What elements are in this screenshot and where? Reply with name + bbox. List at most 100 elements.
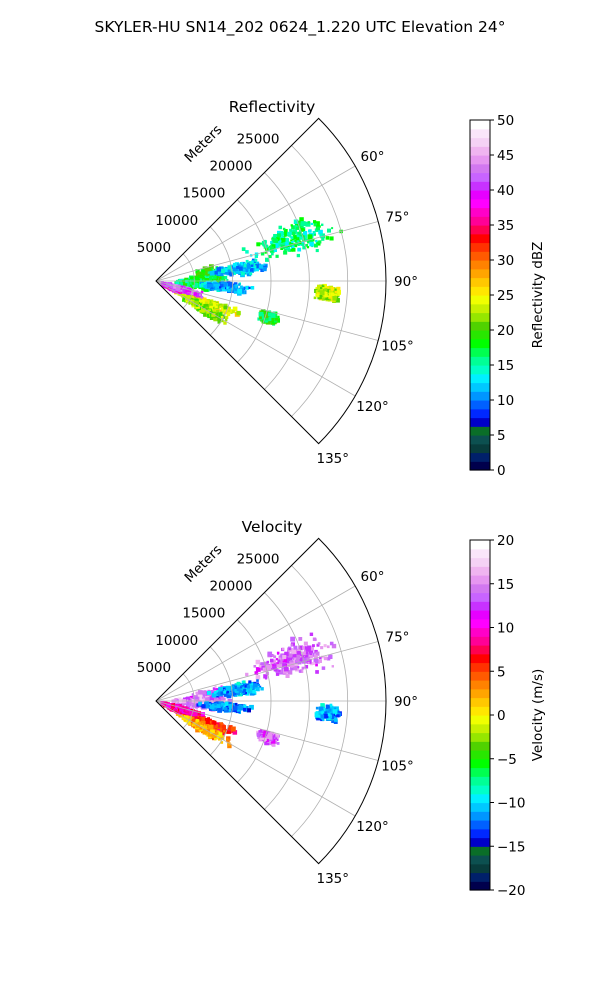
echo-gate [314, 243, 318, 248]
echo-gate [223, 692, 229, 697]
echo-gate [229, 285, 233, 288]
colorbar-tick-label: 45 [497, 148, 514, 164]
echo-gate [315, 239, 318, 243]
echo-gate [260, 252, 265, 256]
echo-gate [233, 288, 239, 294]
echo-gate [195, 723, 201, 729]
echo-gate [317, 290, 321, 293]
echo-gate [313, 233, 316, 236]
echo-gate [226, 279, 229, 282]
echo-gate [232, 691, 237, 696]
colorbar-segment [470, 653, 490, 664]
echo-gate [207, 717, 210, 721]
echo-gate [257, 317, 261, 321]
echo-gate [205, 697, 210, 702]
colorbar-segment [470, 120, 490, 130]
echo-gate [249, 704, 254, 710]
echo-gate [315, 706, 319, 710]
colorbar-segment [470, 155, 490, 165]
echo-gate [268, 255, 272, 259]
echo-gate [264, 740, 270, 746]
colorbar-segment [470, 198, 490, 209]
echo-gate [309, 655, 313, 659]
colorbar-tick-label: 35 [497, 218, 514, 234]
echo-gate [232, 283, 235, 286]
echo-gate [297, 231, 302, 237]
echo-gate [210, 729, 215, 735]
echo-gate [234, 288, 237, 291]
echo-gate [218, 315, 221, 319]
echo-gate [197, 695, 203, 701]
colorbar-segment [470, 671, 490, 681]
colorbar-segment [470, 286, 490, 296]
echo-gate [185, 295, 191, 300]
echo-gate [263, 729, 268, 734]
echo-gate [283, 229, 288, 233]
echo-gate [304, 238, 308, 242]
echo-gate [227, 269, 231, 273]
echo-gate [326, 291, 330, 294]
colorbar-segment [470, 373, 490, 384]
azimuth-tick-label: 105° [381, 339, 414, 355]
echo-gate [302, 646, 306, 650]
echo-gate [201, 282, 206, 288]
echo-gate [207, 273, 211, 277]
echo-gate [213, 703, 218, 708]
echo-gate [241, 686, 245, 690]
echo-gate [236, 269, 241, 274]
echo-gate [269, 317, 274, 322]
echo-gate [300, 221, 306, 227]
echo-gate [196, 292, 200, 297]
echo-gate [237, 288, 243, 294]
echo-gate [243, 262, 247, 265]
echo-gate [306, 646, 311, 652]
colorbar-segment [470, 452, 490, 462]
radial-tick-label: 5000 [137, 240, 171, 256]
echo-gate [183, 281, 187, 286]
echo-gate [239, 285, 243, 289]
echo-gate [302, 245, 306, 250]
echo-gate [256, 264, 261, 269]
echo-gate [306, 658, 312, 664]
echo-gate [213, 737, 217, 741]
echo-gate [328, 297, 332, 301]
colorbar-segment [470, 715, 490, 725]
echo-gate [178, 710, 183, 715]
echo-gate [211, 692, 217, 698]
echo-gate [274, 320, 277, 323]
colorbar-segment [470, 303, 490, 314]
echo-gate [228, 703, 233, 708]
colorbar-segment [470, 426, 490, 436]
echo-gate [245, 672, 249, 677]
echo-gate [261, 309, 266, 314]
echo-gate [200, 296, 204, 299]
radial-tick-label: 10000 [155, 213, 198, 229]
echo-gate [223, 697, 226, 701]
echo-gate [270, 313, 276, 318]
echo-gate [308, 238, 314, 244]
radial-tick-label: 20000 [209, 579, 252, 595]
echo-gate [306, 651, 309, 654]
echo-gate [330, 292, 335, 296]
echo-gate [318, 656, 322, 660]
echo-gate [282, 655, 287, 660]
echo-gate [215, 732, 219, 735]
echo-gate [213, 275, 217, 280]
echo-gate [202, 729, 208, 735]
echo-gate [270, 739, 276, 744]
echo-gate [295, 237, 301, 242]
echo-gate [240, 686, 243, 689]
echo-gate [246, 271, 252, 277]
echo-gate [209, 303, 213, 308]
echo-gate [298, 670, 302, 673]
echo-gate [260, 687, 264, 691]
echo-gate [245, 691, 250, 696]
echo-gate [263, 263, 266, 266]
colorbar-segment [470, 461, 490, 471]
echo-gate [242, 268, 246, 272]
echo-gate [255, 659, 261, 665]
echo-gate [223, 321, 227, 325]
echo-gate [202, 691, 207, 696]
echo-gate [276, 664, 280, 668]
echo-gate [221, 283, 226, 288]
